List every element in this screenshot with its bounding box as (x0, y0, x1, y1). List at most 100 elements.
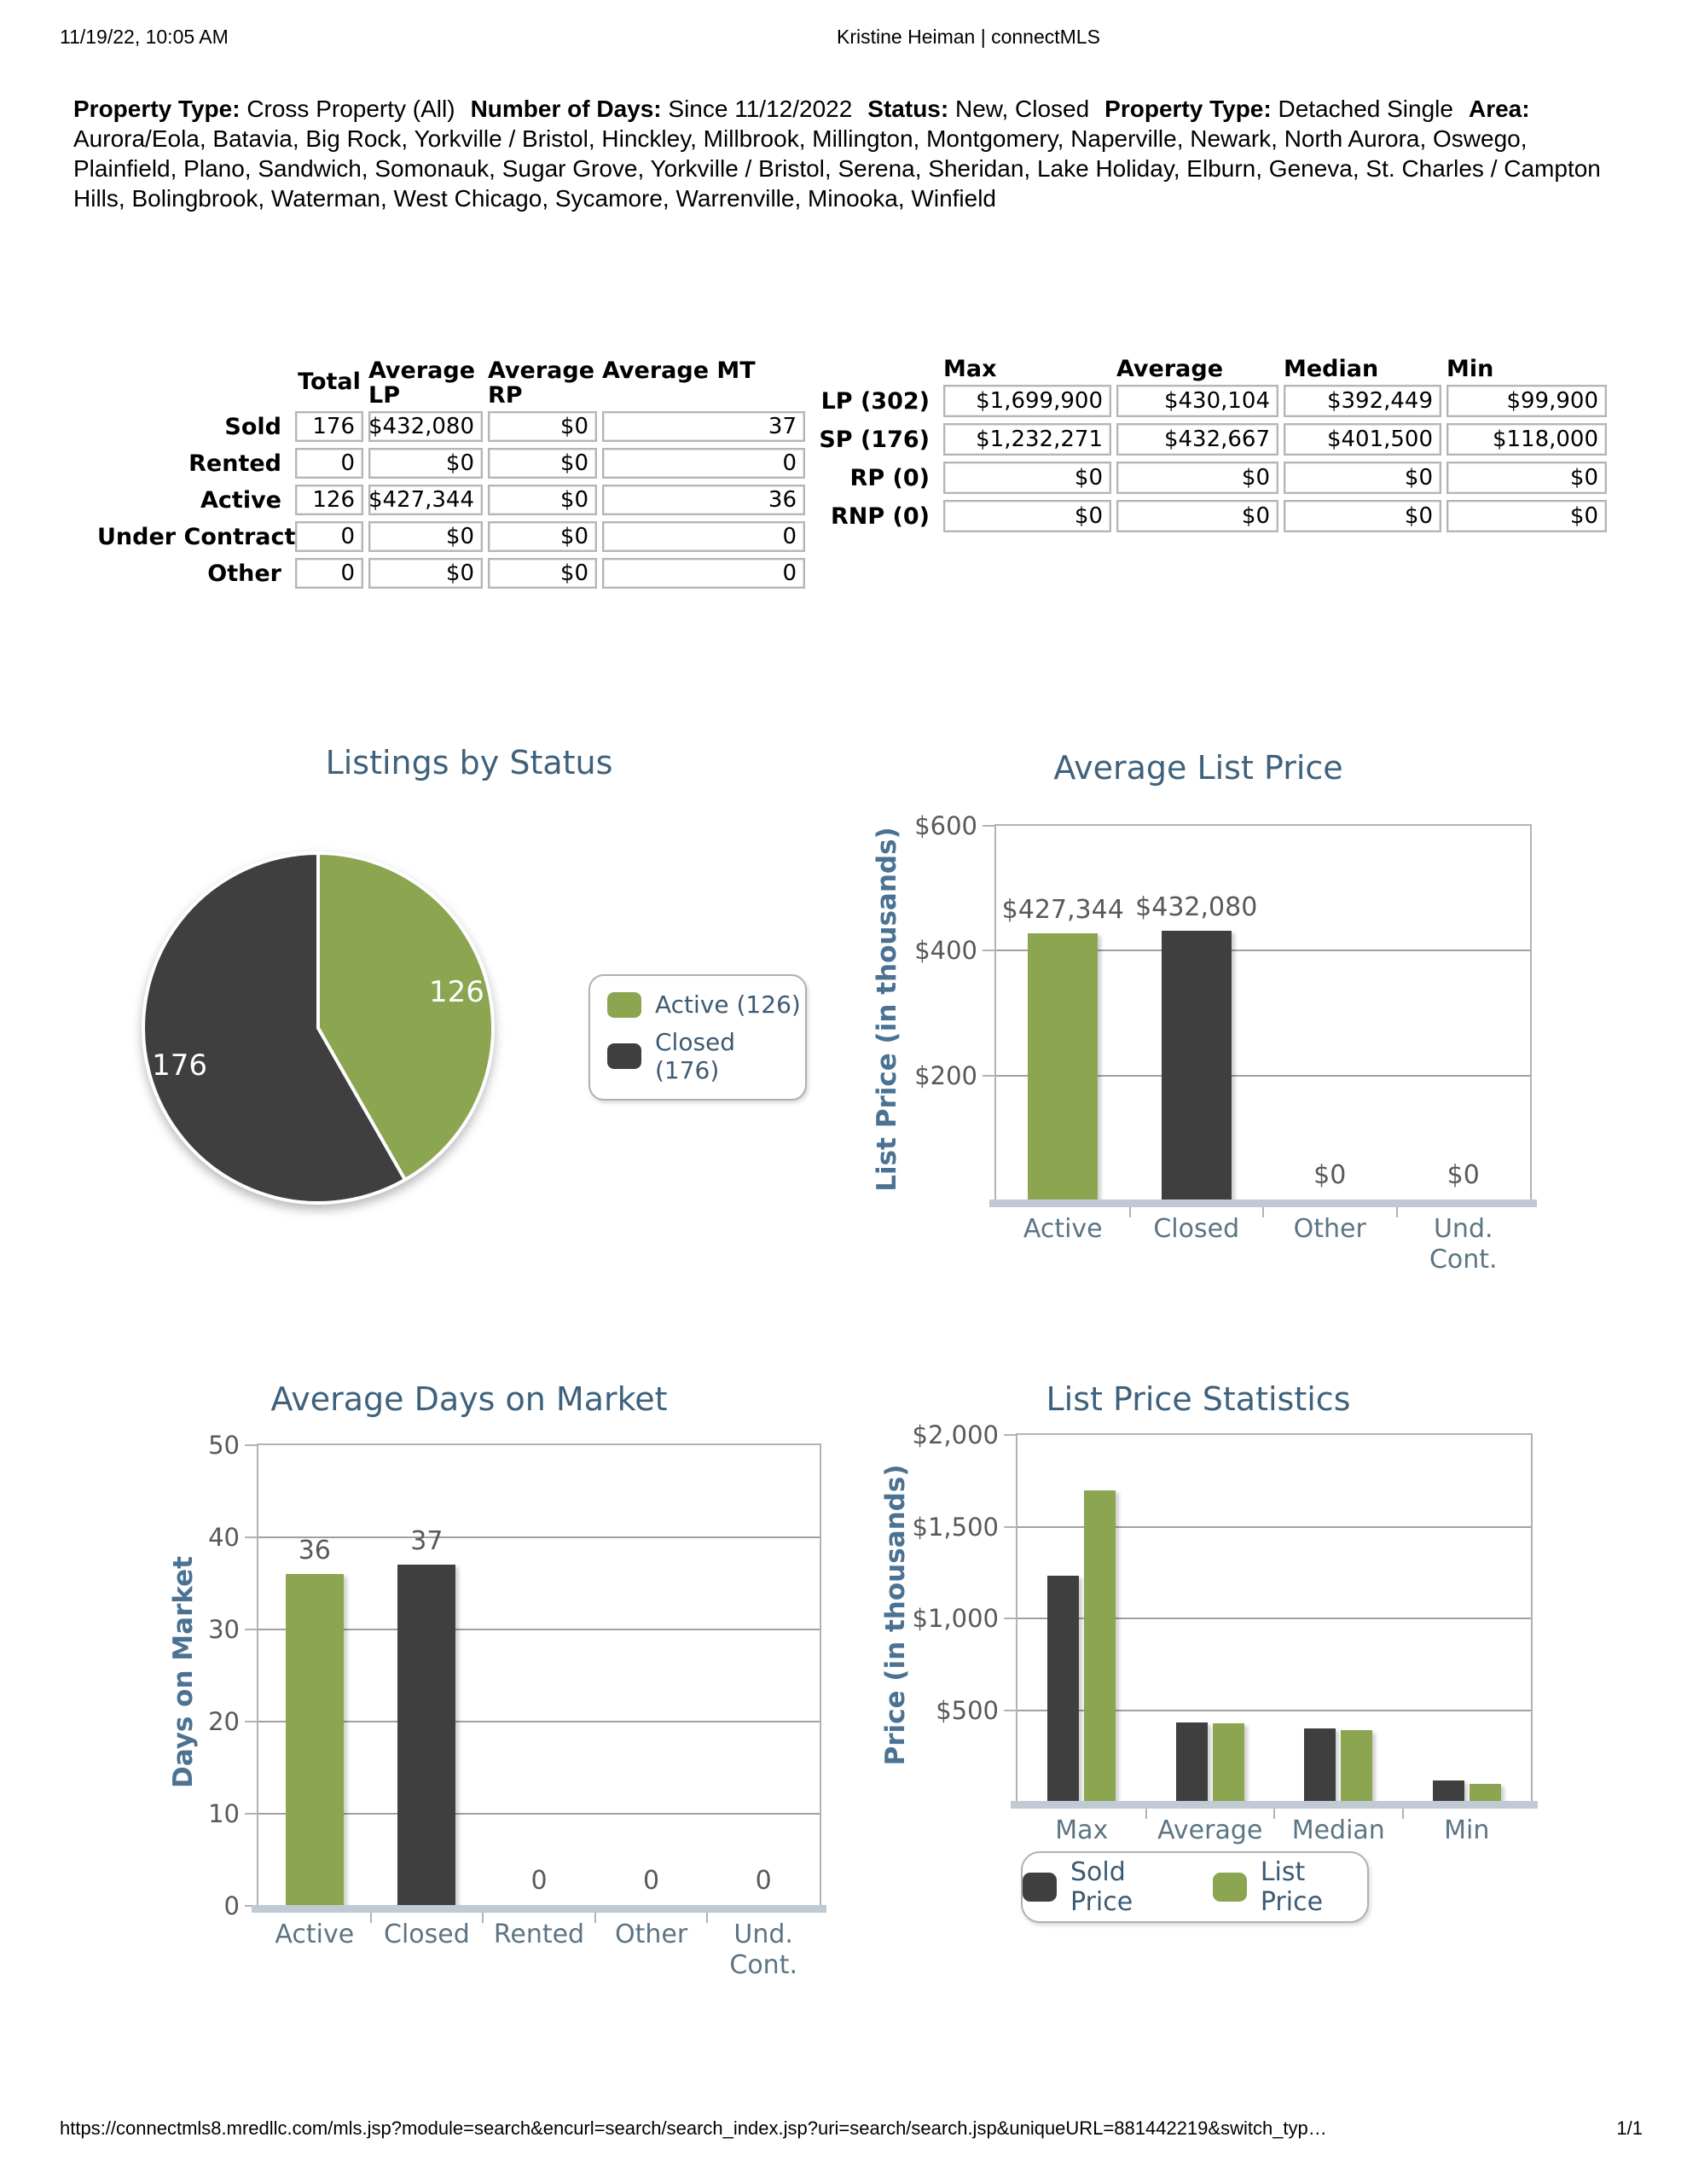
y-tick-label: $500 (936, 1695, 999, 1725)
bar-value-label: $432,080 (1135, 892, 1258, 922)
row-label-rented: Rented (188, 450, 281, 477)
cell-rp-median: $0 (1284, 462, 1441, 494)
x-category-label: Active (1023, 1214, 1103, 1244)
row-label-other: Other (207, 560, 281, 587)
spacer (97, 358, 290, 405)
y-axis-label: List Price (in thousands) (872, 827, 902, 1192)
x-axis-notch (1273, 1805, 1275, 1819)
x-category-label: Closed (1153, 1214, 1240, 1244)
bar-closed (1162, 931, 1232, 1200)
row-label-under-contract: Under Contract (97, 523, 296, 550)
cell-sp-average: $432,667 (1116, 423, 1278, 456)
cell-sp-median: $401,500 (1284, 423, 1441, 456)
legend-label-active: Active (126) (655, 990, 801, 1019)
row-label-rp: RP (0) (849, 464, 930, 491)
cell-active-avg-mt: 36 (602, 485, 805, 515)
criteria-value: Detached Single (1278, 96, 1453, 122)
criteria-segment: Property Type: Detached Single (1104, 96, 1453, 122)
cell-sp-min: $118,000 (1446, 423, 1607, 456)
y-tick-mark (245, 1905, 257, 1907)
x-axis-notch (482, 1909, 484, 1923)
x-category-label: Min (1444, 1815, 1490, 1845)
chart-title: List Price Statistics (1046, 1380, 1351, 1418)
cell-other-avg-lp: $0 (368, 558, 483, 589)
x-category-label: Und. Cont. (729, 1920, 797, 1980)
cell-rented-total: 0 (295, 448, 363, 479)
row-label-sold: Sold (224, 413, 281, 440)
bar-average (1213, 1723, 1244, 1802)
cell-other-avg-mt: 0 (602, 558, 805, 589)
row-label-lp: LP (302) (820, 387, 930, 415)
x-axis-notch (1128, 1204, 1131, 1217)
x-axis-notch (1145, 1805, 1147, 1819)
y-tick-label: $400 (914, 936, 977, 966)
y-tick-label: 20 (208, 1707, 240, 1736)
cell-rented-avg-lp: $0 (368, 448, 483, 479)
criteria-segment: Property Type: Cross Property (All) (73, 96, 455, 122)
listing-summary-table: Total Average LP Average RP Average MT S… (97, 358, 805, 589)
cell-sold-total: 176 (295, 411, 363, 442)
cell-sold-avg-mt: 37 (602, 411, 805, 442)
bar-value-label: 0 (643, 1866, 660, 1896)
gridline (996, 950, 1530, 952)
x-axis-notch (369, 1909, 372, 1923)
cell-active-avg-lp: $427,344 (368, 485, 483, 515)
print-datetime: 11/19/22, 10:05 AM (60, 26, 229, 48)
legend-label-closed: Closed (176) (655, 1028, 736, 1084)
bar-value-label: $427,344 (1001, 895, 1124, 925)
cell-rented-avg-rp: $0 (488, 448, 597, 479)
criteria-segment: Number of Days: Since 11/12/2022 (471, 96, 853, 122)
y-tick-label: 0 (223, 1891, 240, 1920)
bar-average (1176, 1722, 1208, 1802)
criteria-value: Since 11/12/2022 (668, 96, 853, 122)
column-header-average-mt: Average MT (602, 357, 756, 384)
x-axis-notch (1262, 1204, 1264, 1217)
legend-swatch-sold-price (1023, 1873, 1057, 1902)
criteria-value: Aurora/Eola, Batavia, Big Rock, Yorkvill… (73, 125, 1601, 212)
cell-sold-avg-lp: $432,080 (368, 411, 483, 442)
y-tick-label: $1,500 (912, 1512, 999, 1542)
cell-active-avg-rp: $0 (488, 485, 597, 515)
cell-sp-max: $1,232,271 (943, 423, 1111, 456)
bar-value-label: 37 (410, 1526, 443, 1556)
print-footer-page-number: 1/1 (1616, 2117, 1643, 2139)
bar-active (1028, 933, 1098, 1200)
x-axis-notch (1401, 1805, 1404, 1819)
row-label-rnp: RNP (0) (830, 502, 930, 530)
gridline (258, 1813, 820, 1815)
chart-average-days-on-market: Average Days on Market Days on Market 50… (85, 1365, 853, 2167)
cell-rp-max: $0 (943, 462, 1111, 494)
legend-item-sold-price: Sold Price (1023, 1857, 1187, 1917)
y-tick-label: $200 (914, 1060, 977, 1090)
pie-legend: Active (126) Closed (176) (588, 974, 807, 1101)
legend-item-closed: Closed (176) (607, 1028, 805, 1084)
criteria-segment: Area: Aurora/Eola, Batavia, Big Rock, Yo… (73, 96, 1601, 212)
series-legend: Sold Price List Price (1021, 1851, 1369, 1923)
legend-swatch-list-price (1212, 1873, 1247, 1902)
column-header-average-lp: Average LP (368, 357, 476, 409)
criteria-label: Status: (867, 96, 949, 122)
search-criteria: Property Type: Cross Property (All) Numbe… (73, 94, 1626, 213)
pie-slice-active (316, 851, 495, 1182)
legend-item-list-price: List Price (1212, 1857, 1367, 1917)
cell-uc-total: 0 (295, 521, 363, 552)
pie-slice-label: 126 (429, 975, 484, 1009)
column-header-average: Average (1116, 356, 1224, 382)
column-header-min: Min (1446, 356, 1494, 382)
criteria-value: New, Closed (954, 96, 1090, 122)
bar-value-label: 0 (755, 1866, 772, 1896)
cell-uc-avg-mt: 0 (602, 521, 805, 552)
y-tick-mark (245, 1721, 257, 1722)
y-tick-mark (245, 1813, 257, 1815)
y-tick-mark (1004, 1618, 1016, 1619)
y-tick-label: $2,000 (912, 1420, 999, 1449)
pie-svg: 126 176 (142, 851, 495, 1205)
cell-rnp-min: $0 (1446, 500, 1607, 532)
criteria-label: Property Type: (1104, 96, 1272, 122)
legend-swatch-closed (607, 1043, 641, 1069)
cell-lp-median: $392,449 (1284, 385, 1441, 417)
bar-min (1433, 1780, 1464, 1802)
cell-uc-avg-lp: $0 (368, 521, 483, 552)
chart-title: Average List Price (1053, 749, 1343, 787)
